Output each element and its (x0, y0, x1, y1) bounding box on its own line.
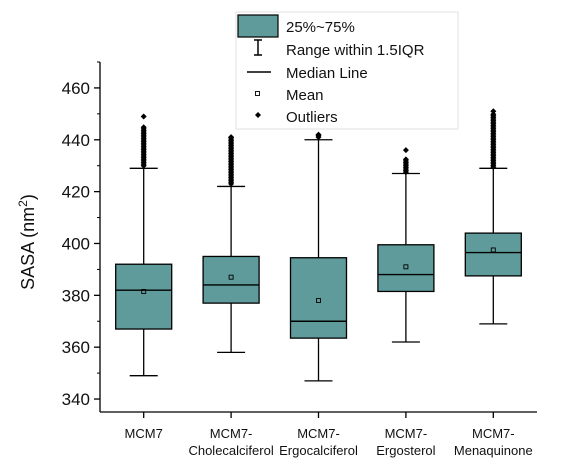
plot-area (115, 108, 522, 382)
legend-range-symbol (254, 39, 262, 56)
x-tick-label-line2: Menaquinone (454, 443, 533, 458)
legend-outlier-symbol (255, 112, 261, 118)
outlier-point (140, 124, 147, 131)
outlier-point (315, 131, 322, 138)
y-axis-title-close: ) (18, 194, 38, 200)
axes: 340 360 380 400 420 440 460 MCM7 MCM7- Cholecalci… (62, 61, 537, 458)
legend-box-label: 25%~75% (286, 19, 355, 36)
box-group (464, 108, 522, 325)
iqr-box (202, 255, 260, 304)
legend-outliers-label: Outliers (286, 109, 338, 126)
iqr-box (289, 257, 348, 339)
y-tick-label: 380 (62, 286, 90, 305)
box-group (115, 113, 173, 377)
mean-marker (228, 274, 234, 280)
iqr-box (115, 263, 173, 330)
y-tick-label: 460 (62, 79, 90, 98)
outlier-point (402, 156, 409, 163)
y-tick-label: 360 (62, 338, 90, 357)
x-tick-label-line2: Cholecalciferol (188, 443, 273, 458)
x-tick-label: MCM7- (297, 426, 340, 441)
mean-marker (316, 298, 321, 303)
iqr-box (377, 244, 435, 293)
x-tick-label-line2: Ergosterol (376, 443, 435, 458)
legend-box-swatch (237, 14, 279, 38)
mean-marker (141, 288, 147, 294)
iqr-box (464, 232, 522, 277)
outlier-point (228, 134, 235, 141)
legend-median-label: Median Line (286, 65, 368, 82)
x-tick-label: MCM7- (385, 426, 428, 441)
legend-mean-label: Mean (286, 87, 324, 104)
box-group (289, 131, 348, 382)
box-group (377, 147, 435, 343)
outlier-point (490, 108, 497, 115)
legend-range-label: Range within 1.5IQR (286, 42, 425, 59)
x-tick-label: MCM7- (472, 426, 515, 441)
outlier-point (140, 113, 147, 120)
y-axis-title: SASA (nm2) (16, 194, 38, 290)
x-tick-label-line2: Ergocalciferol (279, 443, 358, 458)
x-tick-label: MCM7- (210, 426, 253, 441)
mean-marker (490, 247, 496, 253)
y-axis-title-superscript: 2 (16, 200, 30, 207)
y-axis-title-text: SASA (nm (18, 207, 38, 290)
legend: 25%~75% Range within 1.5IQR Median Line … (235, 11, 459, 130)
y-tick-label: 400 (62, 234, 90, 253)
y-tick-label: 440 (62, 131, 90, 150)
mean-marker (403, 264, 409, 270)
outlier-point (402, 147, 409, 154)
y-tick-label: 420 (62, 183, 90, 202)
y-tick-label: 340 (62, 390, 90, 409)
x-tick-label: MCM7 (125, 426, 163, 441)
legend-mean-symbol (255, 91, 260, 96)
box-group (202, 134, 260, 354)
